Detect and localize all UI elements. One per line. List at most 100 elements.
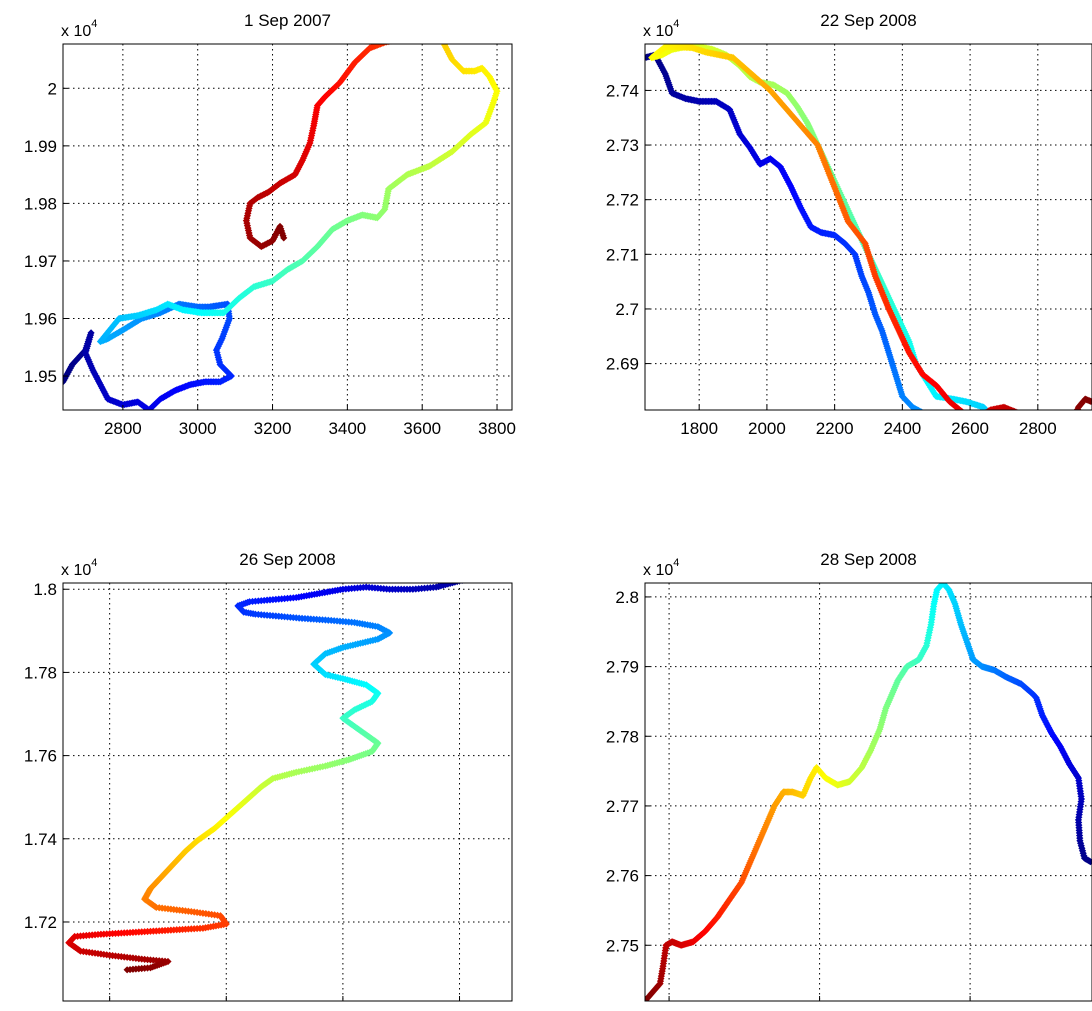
data-point bbox=[469, 575, 476, 582]
data-point bbox=[929, 415, 936, 422]
axes-frame bbox=[644, 582, 1092, 1002]
y-tick-label: 2.73 bbox=[606, 136, 639, 155]
x-tick-labels: 2800 3000 3200 3400 3600 3800 bbox=[104, 419, 516, 438]
data-point bbox=[989, 413, 996, 420]
y-tick-label: 1.97 bbox=[24, 252, 57, 271]
data-point bbox=[483, 3, 490, 10]
data-points bbox=[645, 44, 1092, 441]
data-point bbox=[484, 3, 491, 10]
data-point bbox=[938, 416, 945, 423]
data-point bbox=[456, 13, 463, 20]
data-point bbox=[459, 11, 466, 18]
data-point bbox=[978, 412, 985, 419]
data-point bbox=[428, 0, 435, 5]
data-point bbox=[416, 2, 423, 9]
data-point bbox=[462, 10, 469, 17]
data-point bbox=[990, 415, 997, 422]
axis-multiplier: x 104 bbox=[61, 557, 97, 579]
data-point bbox=[1065, 426, 1072, 433]
data-point bbox=[1067, 422, 1074, 429]
data-point bbox=[492, 571, 499, 578]
data-point bbox=[1057, 434, 1064, 441]
panel-1: 2800 3000 3200 3400 3600 3800 1.951.961.971.9… bbox=[24, 0, 516, 438]
data-point bbox=[426, 0, 433, 6]
data-point bbox=[1017, 410, 1024, 417]
data-point bbox=[475, 4, 482, 11]
data-point bbox=[454, 16, 461, 23]
data-point bbox=[434, 0, 441, 1]
data-point bbox=[408, 11, 415, 18]
y-tick-labels: 1.95 1.96 1.97 1.98 1.99 2 bbox=[24, 79, 57, 386]
data-point bbox=[445, 44, 447, 45]
data-point bbox=[472, 6, 479, 13]
data-point bbox=[495, 570, 502, 577]
panel-4: 500055006000 2.752.762.772.782.792.8 28 … bbox=[606, 550, 1092, 1011]
data-point bbox=[397, 34, 404, 41]
chart-title: 1 Sep 2007 bbox=[244, 11, 331, 30]
data-point bbox=[484, 572, 491, 579]
data-point bbox=[963, 410, 970, 417]
data-point bbox=[981, 410, 988, 417]
data-point bbox=[448, 25, 455, 32]
y-tick-labels: 2.69 2.7 2.71 2.72 2.73 2.74 bbox=[606, 81, 639, 373]
data-point bbox=[503, 569, 510, 576]
data-point bbox=[453, 18, 460, 25]
data-point bbox=[403, 23, 410, 30]
data-point bbox=[417, 2, 424, 9]
data-point bbox=[486, 2, 493, 9]
data-point bbox=[500, 569, 507, 576]
data-point bbox=[280, 234, 288, 242]
data-point bbox=[501, 1, 508, 8]
data-point bbox=[407, 13, 414, 20]
y-tick-labels: 1.72 1.74 1.76 1.78 1.8 bbox=[24, 580, 57, 932]
axis-multiplier: x 104 bbox=[61, 18, 97, 40]
data-point bbox=[931, 415, 938, 422]
data-point bbox=[500, 0, 507, 5]
x-tick-label: 3400 bbox=[328, 419, 366, 438]
data-point bbox=[392, 44, 394, 45]
grid bbox=[63, 44, 512, 410]
multiplier-exponent: 4 bbox=[673, 18, 679, 30]
data-point bbox=[423, 0, 430, 7]
data-point bbox=[420, 1, 427, 8]
data-points bbox=[645, 583, 1092, 1001]
data-point bbox=[490, 571, 497, 578]
data-point bbox=[399, 30, 406, 37]
multiplier-exponent: 4 bbox=[673, 557, 679, 569]
data-point bbox=[937, 416, 944, 423]
data-point bbox=[401, 27, 408, 34]
chart-title: 22 Sep 2008 bbox=[820, 11, 916, 30]
y-tick-label: 1.99 bbox=[24, 137, 57, 156]
data-point bbox=[446, 28, 453, 35]
data-point bbox=[409, 8, 416, 15]
y-tick-label: 2.72 bbox=[606, 191, 639, 210]
data-point bbox=[444, 32, 451, 39]
data-point bbox=[492, 2, 499, 9]
data-point bbox=[988, 418, 995, 425]
data-point bbox=[452, 20, 459, 27]
data-point bbox=[393, 36, 400, 43]
data-point bbox=[467, 8, 474, 15]
data-point bbox=[1060, 432, 1067, 439]
x-tick-label: 3000 bbox=[179, 419, 217, 438]
data-point bbox=[1070, 416, 1077, 423]
axis-multiplier: x 104 bbox=[643, 18, 679, 40]
y-tick-label: 2.71 bbox=[606, 245, 639, 264]
x-tick-label: 3600 bbox=[403, 419, 441, 438]
data-point bbox=[645, 997, 649, 1001]
data-point bbox=[405, 19, 412, 26]
data-point bbox=[404, 21, 411, 28]
data-point bbox=[924, 409, 925, 410]
y-tick-label: 2.78 bbox=[606, 727, 639, 746]
data-point bbox=[922, 411, 929, 418]
grid bbox=[645, 44, 1092, 410]
data-point bbox=[406, 17, 413, 24]
data-point bbox=[1062, 429, 1069, 436]
y-tick-label: 1.95 bbox=[24, 367, 57, 386]
data-point bbox=[410, 6, 417, 13]
data-point bbox=[500, 1, 507, 8]
data-point bbox=[932, 415, 939, 422]
data-point bbox=[429, 0, 436, 4]
chart-title: 26 Sep 2008 bbox=[239, 550, 335, 569]
